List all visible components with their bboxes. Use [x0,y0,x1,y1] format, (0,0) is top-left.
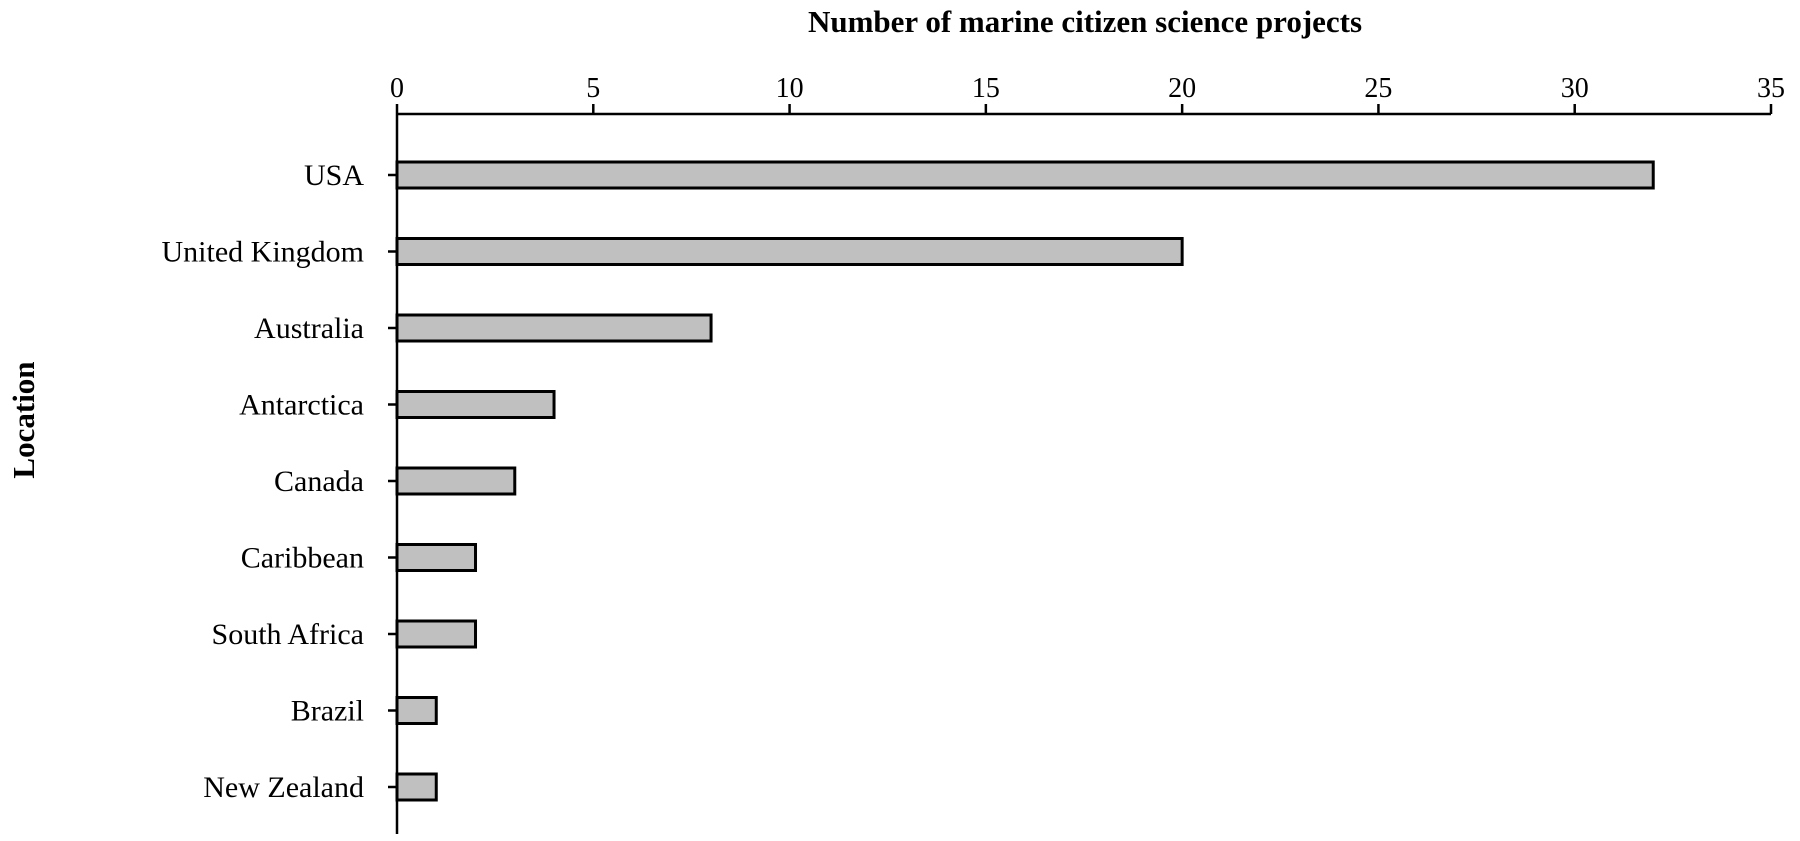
bar-canada [395,466,517,496]
category-label: Caribbean [241,542,364,575]
category-label: New Zealand [203,771,364,804]
bar-antarctica [395,390,556,419]
category-label: Brazil [291,695,364,728]
bar-new-zealand [395,772,438,802]
category-label: Canada [274,465,364,498]
x-tick-label: 35 [1757,73,1785,104]
x-tick-label: 20 [1168,73,1196,104]
category-label: Antarctica [239,389,364,422]
x-axis-ticks: 0 5 10 15 20 25 30 35 [390,73,1785,114]
x-axis-title: Number of marine citizen science project… [808,4,1362,39]
x-tick-label: 0 [390,73,404,104]
x-tick-label: 10 [776,73,804,104]
y-axis-title: Location [6,361,41,478]
bar-united-kingdom [395,237,1184,266]
bars [395,160,1655,802]
category-label: South Africa [212,618,364,651]
x-tick-label: 25 [1364,73,1392,104]
bar-caribbean [395,543,478,572]
category-labels: USA United Kingdom Australia Antarctica Cana… [162,159,397,804]
bar-usa [395,160,1655,190]
x-tick-label: 30 [1561,73,1589,104]
bar-australia [395,313,713,343]
category-label: Australia [254,312,364,345]
category-label: USA [304,159,364,192]
x-tick-label: 5 [586,73,600,104]
x-tick-label: 15 [972,73,1000,104]
bar-south-africa [395,619,478,649]
bar-brazil [395,696,438,725]
category-label: United Kingdom [162,236,365,269]
